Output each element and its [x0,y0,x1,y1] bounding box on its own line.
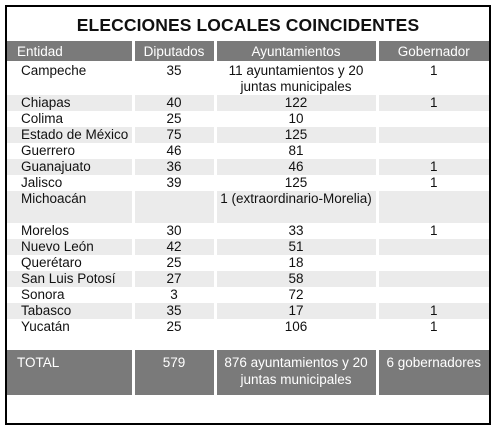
cell-ayuntamientos: 122 [215,95,379,111]
table-row: Nuevo León 42 51 [7,239,489,255]
elections-table: Entidad Diputados Ayuntamientos Gobernad… [7,41,489,395]
cell-diputados: 42 [133,239,217,255]
cell-gobernador: 1 [429,223,438,238]
total-label: TOTAL [7,350,135,395]
cell-gobernador [377,271,489,287]
table-row: San Luis Potosí 27 58 [7,271,489,287]
cell-diputados: 35 [133,303,217,319]
header-ayuntamientos: Ayuntamientos [215,41,379,61]
header-gobernador: Gobernador [377,41,489,61]
cell-diputados [133,191,217,223]
cell-ayuntamientos: 10 [215,111,379,127]
cell-entidad: Guanajuato [7,159,135,175]
cell-ayuntamientos: 106 [215,319,379,335]
cell-entidad: Tabasco [7,303,135,319]
cell-ayuntamientos: 33 [215,223,379,239]
cell-entidad: Estado de México [7,127,135,143]
table-row: Morelos 30 33 1 [7,223,489,239]
table-row: Guerrero 46 81 [7,143,489,159]
header-entidad: Entidad [7,41,135,61]
cell-gobernador: 1 [377,159,489,175]
table-title: ELECCIONES LOCALES COINCIDENTES [76,15,420,35]
cell-entidad: Yucatán [7,319,135,335]
table-row: Guanajuato 36 46 1 [7,159,489,175]
table-row: Colima 25 10 [7,111,489,127]
cell-ayuntamientos: 51 [215,239,379,255]
cell-diputados: 39 [133,175,217,191]
header-row: Entidad Diputados Ayuntamientos Gobernad… [7,41,489,61]
cell-entidad: Chiapas [7,95,135,111]
table-row: Sonora 3 72 [7,287,489,303]
cell-diputados: 3 [133,287,217,303]
cell-entidad: Nuevo León [7,239,135,255]
cell-diputados: 25 [133,111,217,127]
cell-diputados: 36 [133,159,217,175]
cell-gobernador [377,127,489,143]
total-ayuntamientos: 876 ayuntamientos y 20 juntas municipale… [215,350,379,395]
cell-entidad: San Luis Potosí [7,271,135,287]
cell-gobernador [377,239,489,255]
table-row: Estado de México 75 125 [7,127,489,143]
cell-gobernador [377,191,489,223]
cell-diputados: 75 [133,127,217,143]
cell-gobernador [377,255,489,271]
cell-gobernador: 1 [429,63,438,78]
cell-ayuntamientos: 1 (extraordinario-Morelia) [215,191,379,223]
header-diputados: Diputados [133,41,217,61]
cell-diputados: 35 [133,61,217,95]
cell-entidad: Colima [7,111,135,127]
total-diputados: 579 [133,350,217,395]
cell-ayuntamientos: 125 [215,127,379,143]
cell-gobernador: 1 [377,95,489,111]
cell-entidad: Querétaro [7,255,135,271]
elections-table-panel: ELECCIONES LOCALES COINCIDENTES Entidad … [5,5,491,425]
cell-entidad: Guerrero [7,143,135,159]
table-row: Jalisco 39 125 1 [7,175,489,191]
cell-gobernador [377,287,489,303]
cell-gobernador: 1 [429,175,438,190]
cell-ayuntamientos: 125 [215,175,379,191]
cell-gobernador: 1 [429,319,438,334]
cell-entidad: Campeche [7,61,135,95]
cell-diputados: 25 [133,319,217,335]
cell-ayuntamientos: 18 [215,255,379,271]
cell-ayuntamientos: 11 ayuntamientos y 20 juntas municipales [215,61,379,95]
cell-diputados: 25 [133,255,217,271]
cell-entidad: Michoacán [7,191,135,223]
total-row: TOTAL 579 876 ayuntamientos y 20 juntas … [7,350,489,395]
cell-gobernador: 1 [377,303,489,319]
cell-ayuntamientos: 46 [215,159,379,175]
cell-diputados: 40 [133,95,217,111]
table-row: Michoacán 1 (extraordinario-Morelia) [7,191,489,223]
cell-gobernador [377,111,489,127]
cell-entidad: Sonora [7,287,135,303]
table-row: Campeche 35 11 ayuntamientos y 20 juntas m… [7,61,489,95]
cell-ayuntamientos: 58 [215,271,379,287]
cell-diputados: 30 [133,223,217,239]
cell-ayuntamientos: 17 [215,303,379,319]
cell-diputados: 46 [133,143,217,159]
cell-ayuntamientos: 81 [215,143,379,159]
table-row: Querétaro 25 18 [7,255,489,271]
table-row: Chiapas 40 122 1 [7,95,489,111]
cell-diputados: 27 [133,271,217,287]
table-row: Yucatán 25 106 1 [7,319,489,335]
cell-entidad: Jalisco [7,175,135,191]
cell-ayuntamientos: 72 [215,287,379,303]
table-row: Tabasco 35 17 1 [7,303,489,319]
cell-entidad: Morelos [7,223,135,239]
cell-gobernador [377,143,489,159]
total-gobernador: 6 gobernadores [377,350,489,395]
